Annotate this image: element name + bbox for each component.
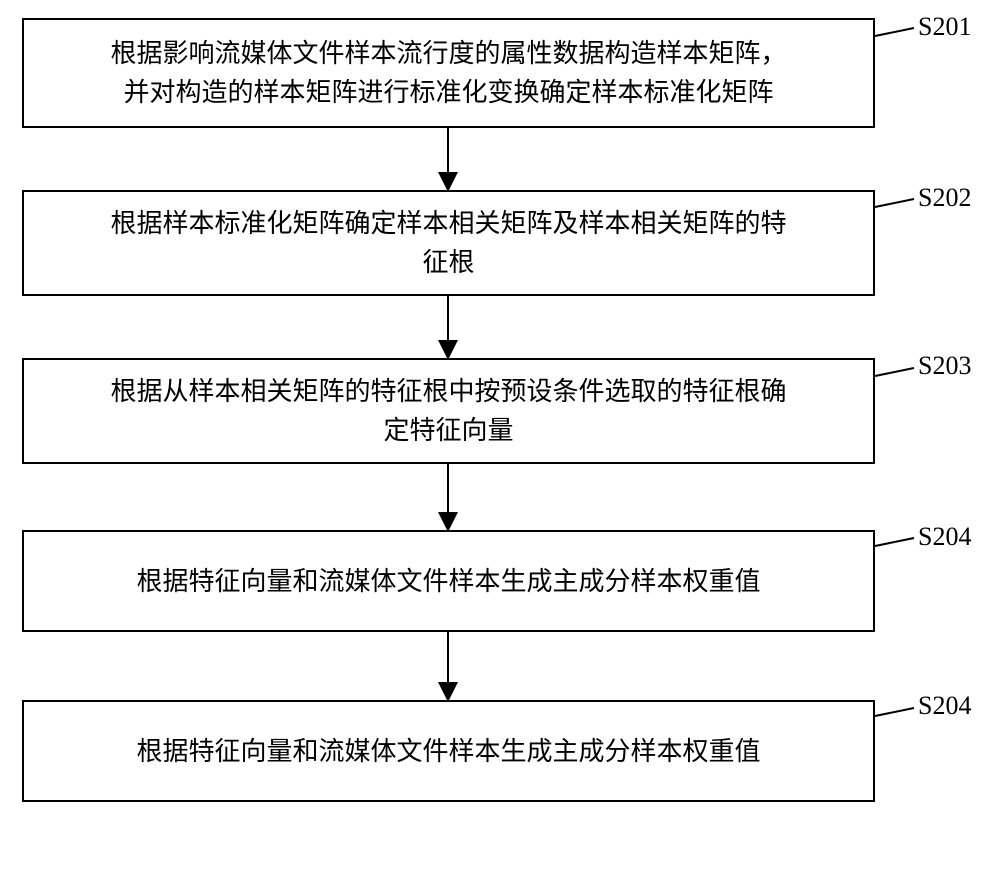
label-leader xyxy=(875,368,914,376)
step-label: S204 xyxy=(918,691,971,721)
flow-node: 根据从样本相关矩阵的特征根中按预设条件选取的特征根确定特征向量 xyxy=(22,358,875,464)
step-label: S202 xyxy=(918,183,971,213)
step-label: S201 xyxy=(918,12,971,42)
label-leader xyxy=(875,28,914,36)
flow-node-text: 根据样本标准化矩阵确定样本相关矩阵及样本相关矩阵的特征根 xyxy=(110,204,786,282)
label-leader xyxy=(875,708,914,716)
flow-node: 根据影响流媒体文件样本流行度的属性数据构造样本矩阵，并对构造的样本矩阵进行标准化… xyxy=(22,18,875,128)
flow-node: 根据特征向量和流媒体文件样本生成主成分样本权重值 xyxy=(22,700,875,802)
flow-node: 根据特征向量和流媒体文件样本生成主成分样本权重值 xyxy=(22,530,875,632)
flowchart-canvas: 根据影响流媒体文件样本流行度的属性数据构造样本矩阵，并对构造的样本矩阵进行标准化… xyxy=(0,0,1000,873)
label-leader xyxy=(875,199,914,207)
flow-node: 根据样本标准化矩阵确定样本相关矩阵及样本相关矩阵的特征根 xyxy=(22,190,875,296)
step-label: S204 xyxy=(918,522,971,552)
flow-node-text: 根据特征向量和流媒体文件样本生成主成分样本权重值 xyxy=(136,732,760,771)
step-label: S203 xyxy=(918,351,971,381)
flow-node-text: 根据影响流媒体文件样本流行度的属性数据构造样本矩阵，并对构造的样本矩阵进行标准化… xyxy=(110,34,786,112)
label-leader xyxy=(875,538,914,546)
flow-node-text: 根据从样本相关矩阵的特征根中按预设条件选取的特征根确定特征向量 xyxy=(110,372,786,450)
flow-node-text: 根据特征向量和流媒体文件样本生成主成分样本权重值 xyxy=(136,562,760,601)
